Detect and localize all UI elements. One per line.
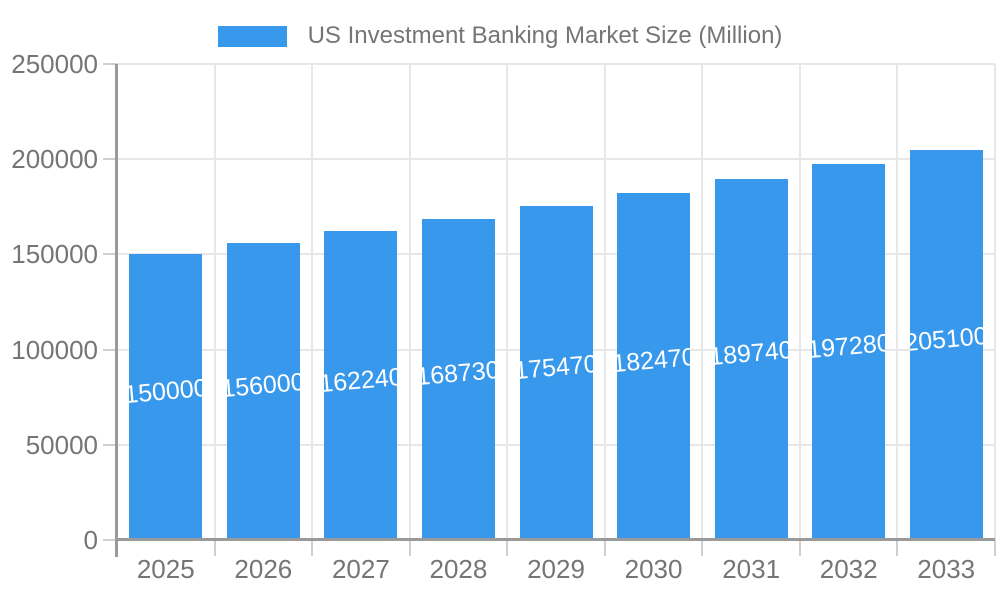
x-axis-label: 2033 bbox=[917, 554, 976, 584]
y-axis-tick bbox=[103, 539, 117, 541]
x-axis-line bbox=[117, 538, 995, 541]
gridline-vertical bbox=[506, 64, 509, 540]
bar-value-label: 175470 bbox=[519, 349, 593, 386]
x-axis-label: 2025 bbox=[136, 554, 195, 584]
x-axis-tick bbox=[994, 540, 996, 556]
bar: 205100 bbox=[909, 149, 983, 540]
y-axis-tick bbox=[103, 158, 117, 161]
y-axis-label: 200000 bbox=[11, 144, 98, 175]
bar: 182470 bbox=[617, 192, 691, 540]
x-axis-tick bbox=[408, 540, 411, 556]
x-axis-label: 2030 bbox=[624, 554, 683, 584]
gridline-horizontal bbox=[117, 63, 995, 65]
x-axis-label: 2028 bbox=[429, 554, 488, 584]
gridline-vertical bbox=[798, 64, 801, 540]
y-axis-label: 50000 bbox=[25, 429, 98, 460]
legend-label: US Investment Banking Market Size (Milli… bbox=[307, 22, 783, 49]
bar-value-label: 162240 bbox=[324, 362, 398, 398]
x-axis-label: 2029 bbox=[527, 554, 585, 584]
gridline-vertical bbox=[213, 64, 216, 540]
gridline-vertical bbox=[603, 64, 606, 540]
bar: 197280 bbox=[812, 164, 886, 540]
bar: 175470 bbox=[519, 205, 593, 540]
x-axis-tick bbox=[506, 540, 509, 556]
y-axis-tick bbox=[103, 253, 117, 256]
x-axis-tick bbox=[798, 540, 801, 556]
x-axis-label: 2031 bbox=[722, 554, 781, 584]
legend: US Investment Banking Market Size (Milli… bbox=[0, 22, 1000, 50]
gridline-vertical bbox=[311, 64, 314, 540]
bar-value-label: 197280 bbox=[812, 329, 886, 365]
bar: 162240 bbox=[324, 231, 398, 540]
x-axis-tick bbox=[701, 540, 704, 556]
y-axis-line bbox=[115, 64, 118, 557]
bar: 156000 bbox=[226, 242, 300, 540]
legend-swatch bbox=[217, 25, 287, 47]
bar-value-label: 156000 bbox=[226, 368, 300, 404]
x-axis-tick bbox=[603, 540, 606, 556]
x-axis-tick bbox=[896, 540, 899, 556]
bar-value-label: 150000 bbox=[129, 374, 203, 410]
y-axis-tick bbox=[103, 348, 117, 351]
x-axis-tick bbox=[311, 540, 314, 556]
gridline-vertical bbox=[896, 64, 899, 540]
x-axis-label: 2026 bbox=[234, 554, 293, 584]
y-axis-tick bbox=[103, 443, 117, 446]
y-axis-label: 150000 bbox=[11, 239, 98, 270]
gridline-horizontal bbox=[117, 158, 995, 161]
gridline-vertical bbox=[701, 64, 704, 540]
x-axis-label: 2032 bbox=[819, 554, 878, 584]
plot-area: 150000 156000 162240 168730 175470 182470 1897… bbox=[103, 63, 996, 557]
gridline-vertical bbox=[408, 64, 411, 540]
bar: 189740 bbox=[714, 178, 788, 540]
bar-value-label: 168730 bbox=[421, 356, 495, 392]
bar: 150000 bbox=[129, 254, 203, 540]
bar-value-label: 182470 bbox=[617, 343, 691, 379]
x-axis-tick bbox=[213, 540, 216, 556]
y-axis-label: 0 bbox=[83, 525, 98, 555]
y-axis-label: 250000 bbox=[11, 49, 98, 79]
y-axis-label: 100000 bbox=[11, 334, 98, 365]
bar-value-label: 205100 bbox=[909, 321, 983, 357]
bar-value-label: 189740 bbox=[714, 336, 788, 372]
x-axis-label: 2027 bbox=[331, 554, 390, 584]
bar: 168730 bbox=[421, 218, 495, 540]
y-axis-tick bbox=[103, 63, 117, 65]
gridline-vertical bbox=[994, 64, 996, 540]
